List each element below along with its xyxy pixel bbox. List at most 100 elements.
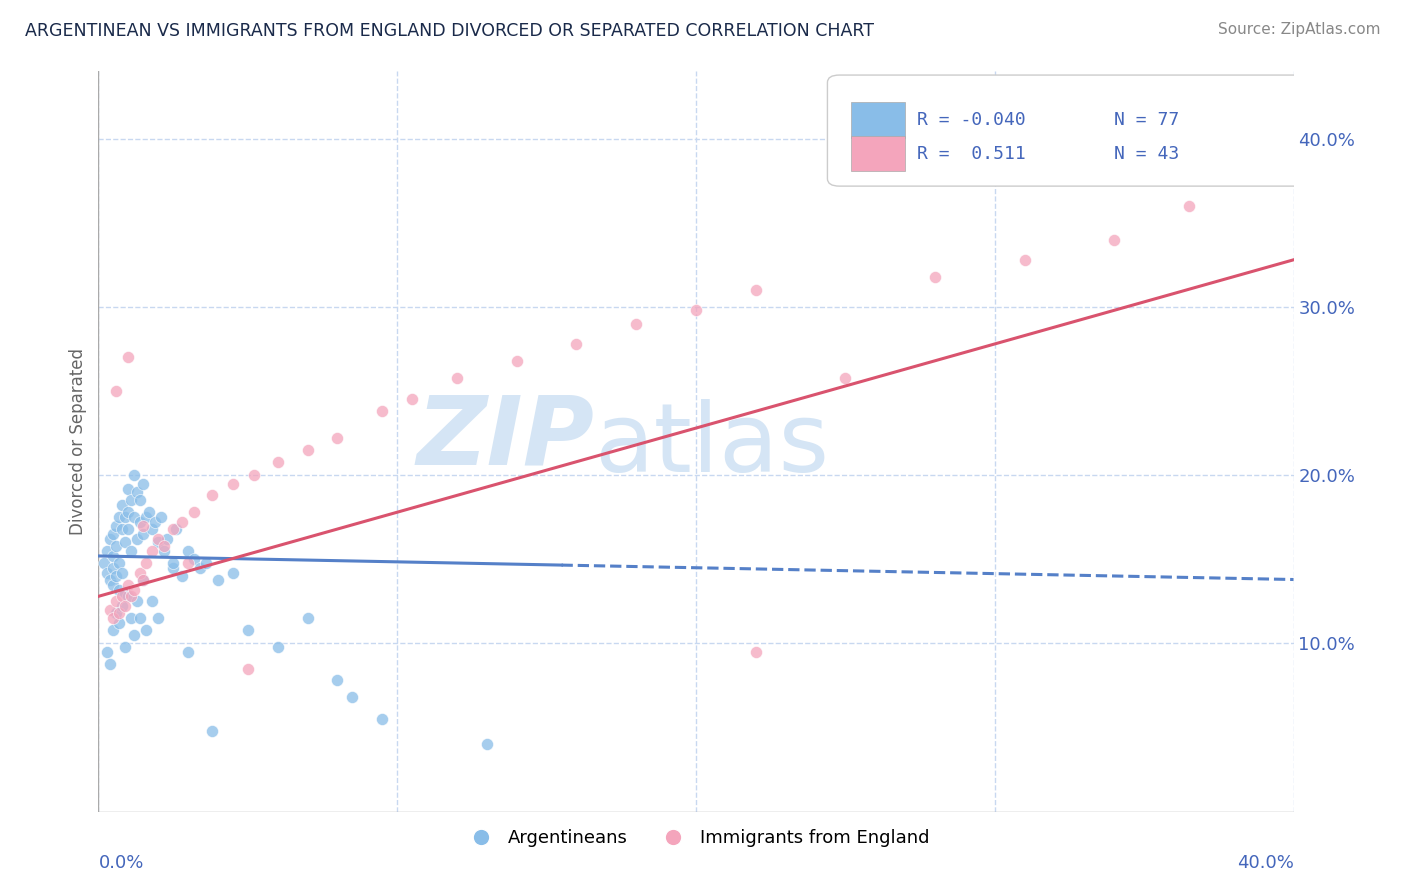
- Point: [267, 640, 290, 654]
- Point: [243, 468, 266, 483]
- Point: [132, 573, 155, 587]
- Point: [183, 552, 205, 566]
- Point: [236, 662, 259, 676]
- Point: [141, 594, 163, 608]
- Point: [135, 556, 157, 570]
- Point: [103, 527, 125, 541]
- Point: [117, 577, 139, 591]
- Text: R = -0.040: R = -0.040: [917, 112, 1026, 129]
- Text: atlas: atlas: [595, 399, 830, 491]
- Point: [626, 317, 648, 331]
- Point: [120, 611, 142, 625]
- Point: [162, 556, 184, 570]
- Point: [117, 522, 139, 536]
- Point: [129, 516, 152, 530]
- Point: [96, 645, 118, 659]
- Point: [371, 404, 394, 418]
- Text: ARGENTINEAN VS IMMIGRANTS FROM ENGLAND DIVORCED OR SEPARATED CORRELATION CHART: ARGENTINEAN VS IMMIGRANTS FROM ENGLAND D…: [25, 22, 875, 40]
- Point: [162, 560, 184, 574]
- Point: [745, 645, 768, 659]
- Legend: Argentineans, Immigrants from England: Argentineans, Immigrants from England: [456, 822, 936, 855]
- Point: [401, 392, 423, 407]
- Point: [120, 590, 142, 604]
- Text: 40.0%: 40.0%: [1237, 854, 1294, 871]
- Point: [93, 556, 115, 570]
- Point: [135, 623, 157, 637]
- Point: [103, 611, 125, 625]
- Point: [114, 586, 136, 600]
- Point: [745, 283, 768, 297]
- Point: [114, 535, 136, 549]
- Point: [195, 556, 218, 570]
- Point: [172, 516, 194, 530]
- Point: [108, 556, 131, 570]
- Point: [98, 603, 122, 617]
- Point: [326, 673, 349, 688]
- Point: [188, 560, 211, 574]
- Bar: [852, 136, 905, 171]
- Point: [834, 370, 856, 384]
- Point: [446, 370, 468, 384]
- Point: [177, 544, 200, 558]
- Point: [96, 544, 118, 558]
- Point: [565, 337, 588, 351]
- Point: [222, 566, 245, 580]
- Point: [120, 493, 142, 508]
- Point: [108, 606, 131, 620]
- Point: [127, 485, 149, 500]
- Point: [162, 522, 184, 536]
- Point: [124, 628, 146, 642]
- Point: [183, 505, 205, 519]
- Point: [114, 599, 136, 614]
- Point: [111, 566, 134, 580]
- Point: [127, 594, 149, 608]
- Point: [111, 599, 134, 614]
- Point: [98, 657, 122, 671]
- Point: [108, 616, 131, 631]
- Point: [117, 351, 139, 365]
- Point: [371, 712, 394, 726]
- Point: [148, 535, 170, 549]
- Point: [141, 544, 163, 558]
- Point: [103, 623, 125, 637]
- Point: [105, 539, 128, 553]
- Point: [108, 582, 131, 597]
- Point: [1014, 252, 1036, 267]
- Point: [297, 442, 319, 457]
- Point: [475, 738, 498, 752]
- Point: [201, 723, 224, 738]
- Point: [201, 488, 224, 502]
- Text: 0.0%: 0.0%: [98, 854, 143, 871]
- Point: [148, 532, 170, 546]
- Point: [132, 573, 155, 587]
- Point: [105, 518, 128, 533]
- Point: [108, 510, 131, 524]
- Point: [117, 505, 139, 519]
- Point: [342, 690, 364, 705]
- Bar: [852, 103, 905, 138]
- Point: [236, 623, 259, 637]
- Point: [156, 532, 179, 546]
- Text: N = 43: N = 43: [1115, 145, 1180, 162]
- Point: [506, 353, 529, 368]
- Point: [326, 431, 349, 445]
- Point: [105, 569, 128, 583]
- Point: [98, 573, 122, 587]
- Point: [111, 522, 134, 536]
- Point: [222, 476, 245, 491]
- Point: [111, 499, 134, 513]
- Text: ZIP: ZIP: [416, 392, 595, 484]
- Point: [685, 303, 707, 318]
- Point: [153, 544, 176, 558]
- Point: [177, 645, 200, 659]
- Point: [105, 606, 128, 620]
- Point: [105, 384, 128, 398]
- FancyBboxPatch shape: [827, 75, 1306, 186]
- Point: [103, 560, 125, 574]
- Point: [127, 532, 149, 546]
- Point: [98, 532, 122, 546]
- Point: [96, 566, 118, 580]
- Point: [177, 556, 200, 570]
- Point: [103, 577, 125, 591]
- Point: [111, 590, 134, 604]
